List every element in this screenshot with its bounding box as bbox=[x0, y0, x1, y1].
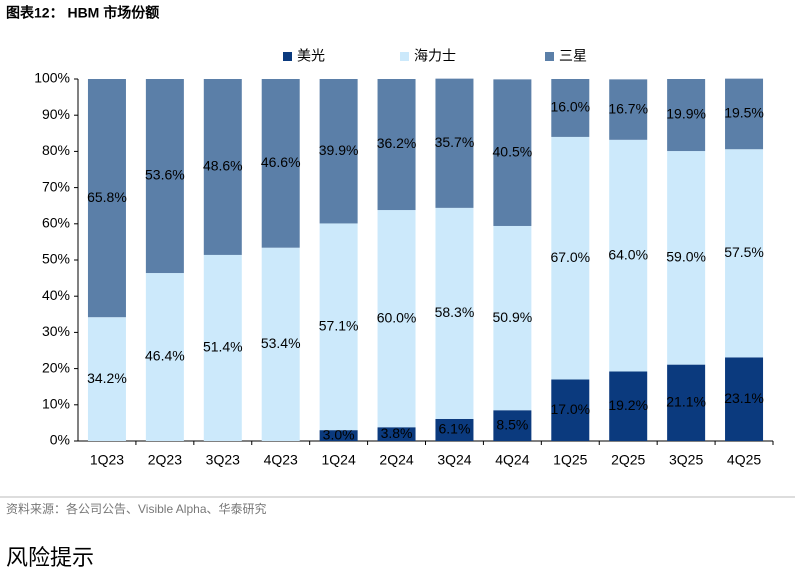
value-label: 65.8% bbox=[87, 189, 127, 205]
bar-segment bbox=[493, 79, 532, 226]
y-tick-label: 60% bbox=[42, 215, 70, 231]
value-label: 21.1% bbox=[666, 394, 706, 410]
y-tick-label: 10% bbox=[42, 396, 70, 412]
bar-segment bbox=[609, 139, 648, 372]
y-tick-label: 100% bbox=[34, 70, 70, 86]
x-tick-label: 3Q25 bbox=[669, 452, 703, 468]
value-label: 50.9% bbox=[493, 309, 533, 325]
value-label: 35.7% bbox=[435, 134, 475, 150]
legend-swatch bbox=[283, 52, 292, 61]
value-label: 3.0% bbox=[323, 426, 355, 442]
x-tick-label: 1Q23 bbox=[90, 452, 124, 468]
x-tick-label: 3Q24 bbox=[437, 452, 471, 468]
bar-segment bbox=[87, 317, 126, 441]
y-tick-label: 90% bbox=[42, 106, 70, 122]
bar-segment bbox=[609, 79, 648, 140]
bar-segment bbox=[493, 410, 532, 441]
x-tick-label: 1Q24 bbox=[322, 452, 356, 468]
value-label: 53.4% bbox=[261, 335, 301, 351]
value-label: 46.4% bbox=[145, 348, 185, 364]
y-tick-label: 0% bbox=[50, 432, 70, 448]
value-label: 57.5% bbox=[724, 244, 764, 260]
value-label: 60.0% bbox=[377, 309, 417, 325]
bar-segment bbox=[493, 225, 532, 411]
value-label: 19.5% bbox=[724, 105, 764, 121]
value-label: 16.7% bbox=[608, 100, 648, 116]
bar-segment bbox=[319, 223, 358, 431]
x-tick-label: 4Q24 bbox=[495, 452, 529, 468]
y-tick-label: 30% bbox=[42, 323, 70, 339]
bar-segment bbox=[435, 78, 474, 208]
x-tick-label: 4Q23 bbox=[264, 452, 298, 468]
bar-segment bbox=[725, 149, 764, 358]
bar-segment bbox=[203, 254, 242, 441]
bar-segment bbox=[261, 79, 300, 248]
value-label: 57.1% bbox=[319, 317, 359, 333]
value-label: 58.3% bbox=[435, 304, 475, 320]
x-tick-label: 2Q25 bbox=[611, 452, 645, 468]
value-label: 19.2% bbox=[608, 397, 648, 413]
value-label: 6.1% bbox=[438, 421, 470, 437]
legend-label: 海力士 bbox=[414, 48, 456, 64]
legend-label: 美光 bbox=[297, 48, 325, 64]
x-tick-label: 2Q23 bbox=[148, 452, 182, 468]
x-tick-label: 4Q25 bbox=[727, 452, 761, 468]
bar-segment bbox=[725, 357, 764, 441]
value-label: 59.0% bbox=[666, 249, 706, 265]
bar-segment bbox=[377, 427, 416, 441]
bar-segment bbox=[87, 79, 126, 318]
bar-segment bbox=[551, 79, 590, 137]
legend-label: 三星 bbox=[559, 48, 587, 64]
value-label: 19.9% bbox=[666, 106, 706, 122]
value-label: 64.0% bbox=[608, 246, 648, 262]
y-tick-label: 40% bbox=[42, 287, 70, 303]
bar-segment bbox=[667, 364, 706, 441]
value-label: 46.6% bbox=[261, 154, 301, 170]
bar-segment bbox=[667, 79, 706, 152]
value-label: 36.2% bbox=[377, 135, 417, 151]
value-label: 8.5% bbox=[496, 416, 528, 432]
value-label: 17.0% bbox=[550, 401, 590, 417]
x-tick-label: 2Q24 bbox=[379, 452, 413, 468]
value-label: 67.0% bbox=[550, 249, 590, 265]
value-label: 16.0% bbox=[550, 99, 590, 115]
bar-segment bbox=[377, 210, 416, 428]
bar-segment bbox=[261, 247, 300, 441]
legend-swatch bbox=[400, 52, 409, 61]
value-label: 3.8% bbox=[381, 425, 413, 441]
x-tick-label: 1Q25 bbox=[553, 452, 587, 468]
y-tick-label: 70% bbox=[42, 178, 70, 194]
bar-segment bbox=[551, 379, 590, 441]
legend-swatch bbox=[545, 52, 554, 61]
x-tick-label: 3Q23 bbox=[206, 452, 240, 468]
value-label: 34.2% bbox=[87, 370, 127, 386]
value-label: 48.6% bbox=[203, 158, 243, 174]
bar-segment bbox=[551, 136, 590, 380]
y-tick-label: 80% bbox=[42, 142, 70, 158]
source: 资料来源：各公司公告、Visible Alpha、华泰研究 bbox=[6, 501, 267, 516]
y-tick-label: 50% bbox=[42, 251, 70, 267]
value-label: 40.5% bbox=[493, 143, 533, 159]
value-label: 39.9% bbox=[319, 142, 359, 158]
section-heading: 风险提示 bbox=[6, 545, 94, 570]
bar-segment bbox=[319, 430, 358, 441]
chart-title: 图表12： HBM 市场份额 bbox=[6, 5, 159, 21]
value-label: 51.4% bbox=[203, 339, 243, 355]
bar-segment bbox=[435, 207, 474, 419]
value-label: 23.1% bbox=[724, 390, 764, 406]
bar-segment bbox=[145, 273, 184, 441]
bar-segment bbox=[145, 79, 184, 274]
y-tick-label: 20% bbox=[42, 359, 70, 375]
bar-segment bbox=[319, 79, 358, 224]
bar-segment bbox=[377, 79, 416, 211]
bar-segment bbox=[435, 418, 474, 441]
bar-segment bbox=[667, 151, 706, 365]
bar-segment bbox=[725, 78, 764, 150]
bar-segment bbox=[203, 79, 242, 255]
value-label: 53.6% bbox=[145, 167, 185, 183]
bar-segment bbox=[609, 371, 648, 441]
